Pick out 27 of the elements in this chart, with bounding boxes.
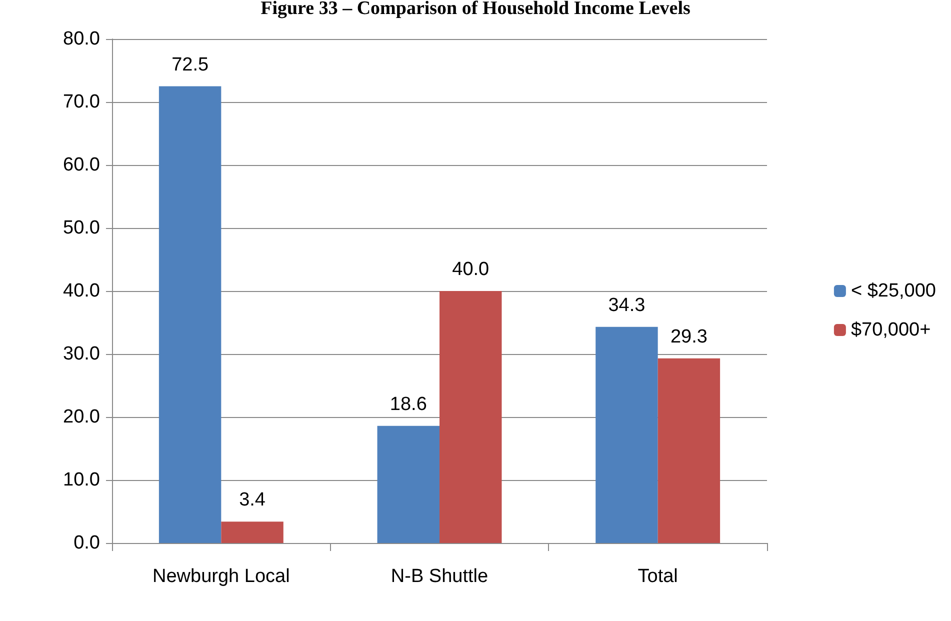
y-tick-label: 0.0 bbox=[74, 532, 100, 554]
data-label: 3.4 bbox=[239, 490, 266, 511]
y-tick-label: 60.0 bbox=[63, 154, 100, 176]
chart-title: Figure 33 – Comparison of Household Income Levels bbox=[260, 0, 690, 19]
y-tick-label: 40.0 bbox=[63, 280, 100, 302]
x-tick-label: Total bbox=[638, 566, 678, 587]
bar bbox=[440, 291, 502, 543]
data-label: 29.3 bbox=[670, 326, 708, 348]
data-label: 72.5 bbox=[172, 54, 209, 76]
y-tick-label: 30.0 bbox=[63, 344, 100, 364]
y-tick-label: 70.0 bbox=[63, 92, 100, 112]
bar bbox=[221, 522, 284, 543]
bar bbox=[596, 326, 658, 543]
x-tick-label: N-B Shuttle bbox=[390, 566, 488, 587]
legend-label: $70,000+ bbox=[850, 320, 931, 340]
bar bbox=[658, 358, 720, 543]
y-tick-label: 20.0 bbox=[63, 406, 100, 428]
legend-label: < $25,000 bbox=[850, 280, 936, 302]
bar bbox=[377, 426, 440, 543]
x-tick-label: Newburgh Local bbox=[152, 566, 290, 587]
data-label: 34.3 bbox=[608, 294, 646, 316]
y-tick-label: 50.0 bbox=[63, 218, 100, 238]
y-tick-label: 80.0 bbox=[63, 28, 100, 50]
y-tick-label: 10.0 bbox=[63, 470, 100, 490]
bar bbox=[158, 86, 222, 543]
data-label: 18.6 bbox=[390, 394, 427, 415]
data-label: 40.0 bbox=[452, 259, 490, 280]
